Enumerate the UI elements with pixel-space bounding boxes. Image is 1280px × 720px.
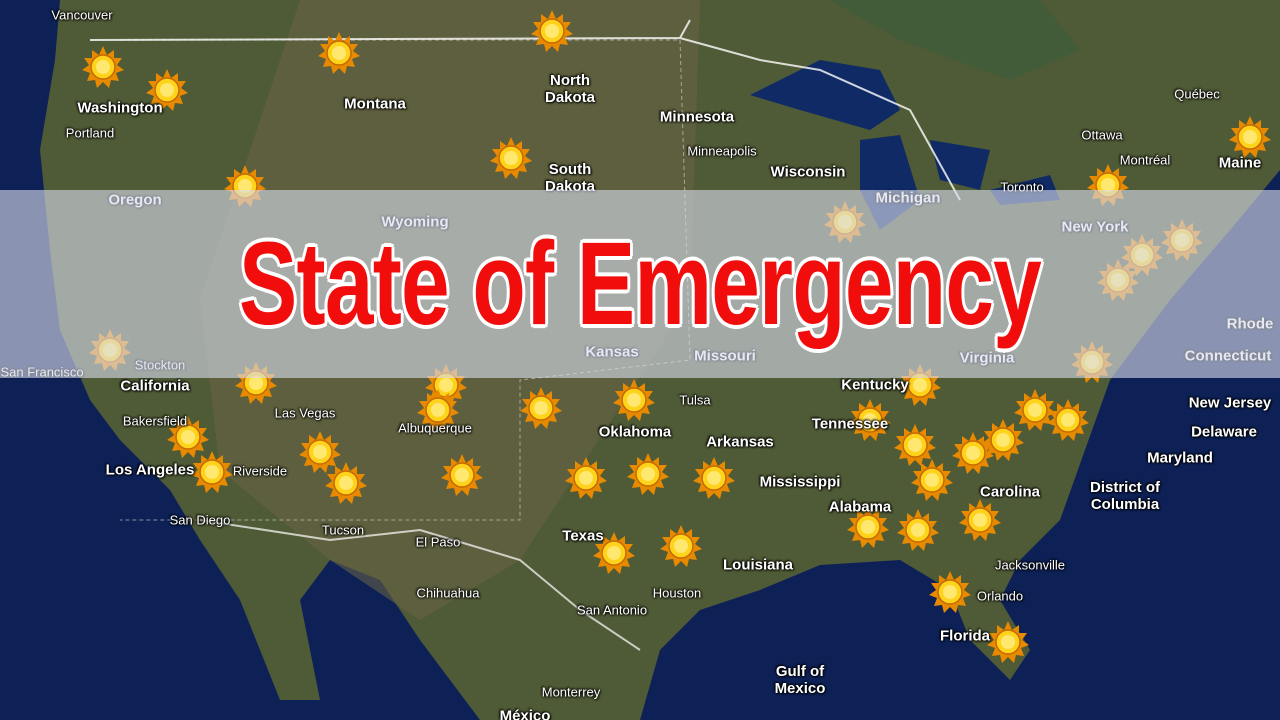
place-label: Portland bbox=[65, 125, 115, 141]
place-label: Montana bbox=[344, 95, 406, 113]
place-label: New Jersey bbox=[1188, 394, 1272, 412]
place-label: Vancouver bbox=[51, 7, 113, 23]
place-label: Albuquerque bbox=[398, 420, 472, 436]
place-label: Florida bbox=[939, 627, 991, 645]
border bbox=[89, 19, 961, 201]
place-label: Jacksonville bbox=[994, 557, 1066, 573]
place-label: Bakersfield bbox=[122, 413, 188, 429]
place-label: Louisiana bbox=[722, 556, 794, 574]
place-label: California bbox=[120, 377, 190, 395]
forest bbox=[830, 0, 1080, 80]
title: State of Emergency bbox=[239, 218, 1042, 350]
place-label: Montréal bbox=[1119, 152, 1171, 168]
place-label: San Diego bbox=[169, 512, 231, 528]
place-label: Riverside bbox=[232, 463, 288, 479]
place-label: Monterrey bbox=[541, 684, 601, 700]
place-label: Kentucky bbox=[841, 376, 909, 394]
place-label: Minneapolis bbox=[687, 143, 757, 159]
place-label: Wisconsin bbox=[770, 163, 846, 181]
place-label: Tennessee bbox=[811, 415, 889, 433]
border-mexico bbox=[199, 519, 641, 651]
place-label: El Paso bbox=[415, 534, 461, 550]
place-label: Maryland bbox=[1147, 449, 1213, 467]
place-label: Chihuahua bbox=[416, 585, 480, 601]
place-label: Maine bbox=[1218, 154, 1262, 172]
place-label: Carolina bbox=[979, 483, 1041, 501]
place-label: Alabama bbox=[828, 498, 892, 516]
place-label: Texas bbox=[562, 527, 604, 545]
title-banner bbox=[0, 190, 1280, 378]
place-label: Houston bbox=[652, 585, 702, 601]
place-label: Orlando bbox=[976, 588, 1024, 604]
place-label: Ottawa bbox=[1081, 127, 1123, 143]
place-label: Los Angeles bbox=[105, 461, 195, 479]
place-label: Gulf of Mexico bbox=[774, 663, 826, 697]
place-label: District of Columbia bbox=[1089, 479, 1160, 513]
place-label: México bbox=[499, 707, 551, 720]
place-label: Mississippi bbox=[759, 473, 841, 491]
place-label: Tulsa bbox=[679, 392, 711, 408]
place-label: Tucson bbox=[321, 522, 365, 538]
place-label: Québec bbox=[1174, 86, 1220, 102]
place-label: Minnesota bbox=[659, 108, 735, 126]
place-label: Washington bbox=[77, 99, 163, 117]
great-lakes bbox=[750, 60, 1060, 230]
place-label: North Dakota bbox=[544, 72, 596, 106]
place-label: Arkansas bbox=[706, 433, 774, 451]
place-label: Delaware bbox=[1191, 423, 1257, 441]
place-label: Oklahoma bbox=[598, 423, 672, 441]
place-label: San Antonio bbox=[576, 602, 648, 618]
place-label: Las Vegas bbox=[274, 405, 336, 421]
